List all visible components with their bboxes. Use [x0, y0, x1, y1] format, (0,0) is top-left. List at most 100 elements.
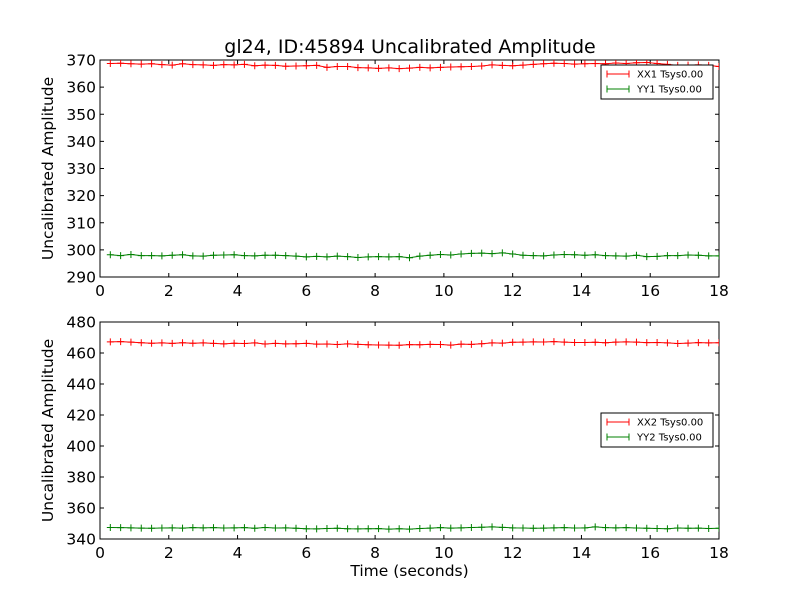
data-point	[333, 524, 341, 532]
data-point	[674, 340, 682, 348]
data-point	[571, 251, 579, 259]
plot-upper: 0 2 4 6 8 10 12 14 16 18 290 300 310 320 330 340 350 360 3…	[39, 52, 729, 301]
data-point	[509, 250, 517, 258]
legend-label: YY1 Tsys0.00	[636, 85, 702, 96]
data-point	[323, 340, 331, 348]
data-point	[168, 339, 176, 347]
data-point	[436, 340, 444, 348]
data-point	[313, 61, 321, 69]
data-point	[117, 60, 125, 67]
data-point	[137, 339, 145, 347]
y-tick-label: 400	[66, 438, 96, 456]
legend-marker	[606, 418, 630, 426]
data-point	[127, 338, 135, 346]
x-tick-label: 6	[301, 544, 311, 562]
data-point	[148, 524, 156, 532]
data-point	[684, 251, 692, 259]
legend-label: YY2 Tsys0.00	[636, 433, 702, 444]
data-point	[674, 524, 682, 532]
data-point	[395, 65, 403, 73]
data-point	[137, 524, 145, 532]
data-point	[302, 62, 310, 70]
data-point	[323, 524, 331, 532]
data-point	[168, 61, 176, 69]
data-point	[560, 524, 568, 532]
data-point	[519, 61, 527, 69]
x-tick-label: 6	[301, 282, 311, 300]
data-point	[375, 525, 383, 533]
data-point	[179, 60, 187, 68]
data-point	[251, 62, 259, 70]
data-point	[529, 338, 537, 346]
data-point	[344, 525, 352, 533]
data-point	[292, 62, 300, 70]
y-tick-label: 360	[66, 79, 96, 97]
data-point	[498, 61, 506, 69]
data-point	[653, 338, 661, 346]
data-point	[282, 340, 290, 348]
data-point	[230, 61, 238, 69]
data-point	[674, 252, 682, 260]
data-point	[240, 60, 248, 68]
data-point	[375, 64, 383, 72]
data-point	[509, 62, 517, 70]
plot-lower: 0 2 4 6 8 10 12 14 16 18 340 360 380 400 420 440 460 480 U…	[39, 314, 729, 581]
y-tick-label: 460	[66, 345, 96, 363]
data-point	[560, 60, 568, 68]
data-point	[209, 524, 217, 532]
data-point	[684, 524, 692, 532]
data-point	[220, 251, 228, 259]
data-point	[385, 525, 393, 533]
data-point	[602, 339, 610, 347]
y-tick-label: 340	[66, 531, 96, 549]
data-point	[694, 251, 702, 259]
data-point	[323, 253, 331, 261]
data-point	[220, 61, 228, 69]
data-point	[313, 252, 321, 260]
data-point	[602, 524, 610, 532]
data-point	[117, 252, 125, 260]
y-tick-label: 310	[66, 214, 96, 232]
data-point	[457, 340, 465, 348]
legend-marker	[606, 70, 630, 78]
data-point	[643, 339, 651, 347]
data-point	[106, 60, 114, 68]
data-point	[581, 524, 589, 532]
data-point	[571, 60, 579, 68]
data-point	[271, 61, 279, 69]
data-point	[313, 525, 321, 533]
x-tick-label: 18	[709, 282, 729, 300]
data-point	[550, 524, 558, 532]
data-point	[591, 60, 599, 68]
data-point	[550, 251, 558, 259]
data-point	[209, 339, 217, 347]
x-tick-label: 12	[503, 282, 523, 300]
x-tick-label: 2	[164, 282, 174, 300]
data-point	[209, 61, 217, 69]
data-point	[540, 338, 548, 346]
x-tick-label: 4	[233, 544, 243, 562]
data-point	[467, 249, 475, 257]
data-point	[127, 60, 135, 68]
y-axis-label: Uncalibrated Amplitude	[39, 77, 57, 260]
data-point	[581, 251, 589, 259]
data-point	[189, 252, 197, 260]
data-point	[694, 339, 702, 347]
data-point	[478, 340, 486, 348]
y-tick-label: 330	[66, 160, 96, 178]
data-point	[426, 524, 434, 532]
x-tick-label: 0	[95, 544, 105, 562]
data-point	[519, 524, 527, 532]
y-tick-label: 290	[66, 269, 96, 287]
data-point	[540, 252, 548, 260]
data-point	[354, 525, 362, 533]
data-point	[632, 251, 640, 259]
data-point	[148, 60, 156, 68]
data-point	[416, 341, 424, 349]
data-point	[127, 524, 135, 532]
data-point	[715, 524, 719, 532]
legend-marker	[606, 85, 630, 93]
data-point	[509, 524, 517, 532]
data-point	[261, 340, 269, 348]
